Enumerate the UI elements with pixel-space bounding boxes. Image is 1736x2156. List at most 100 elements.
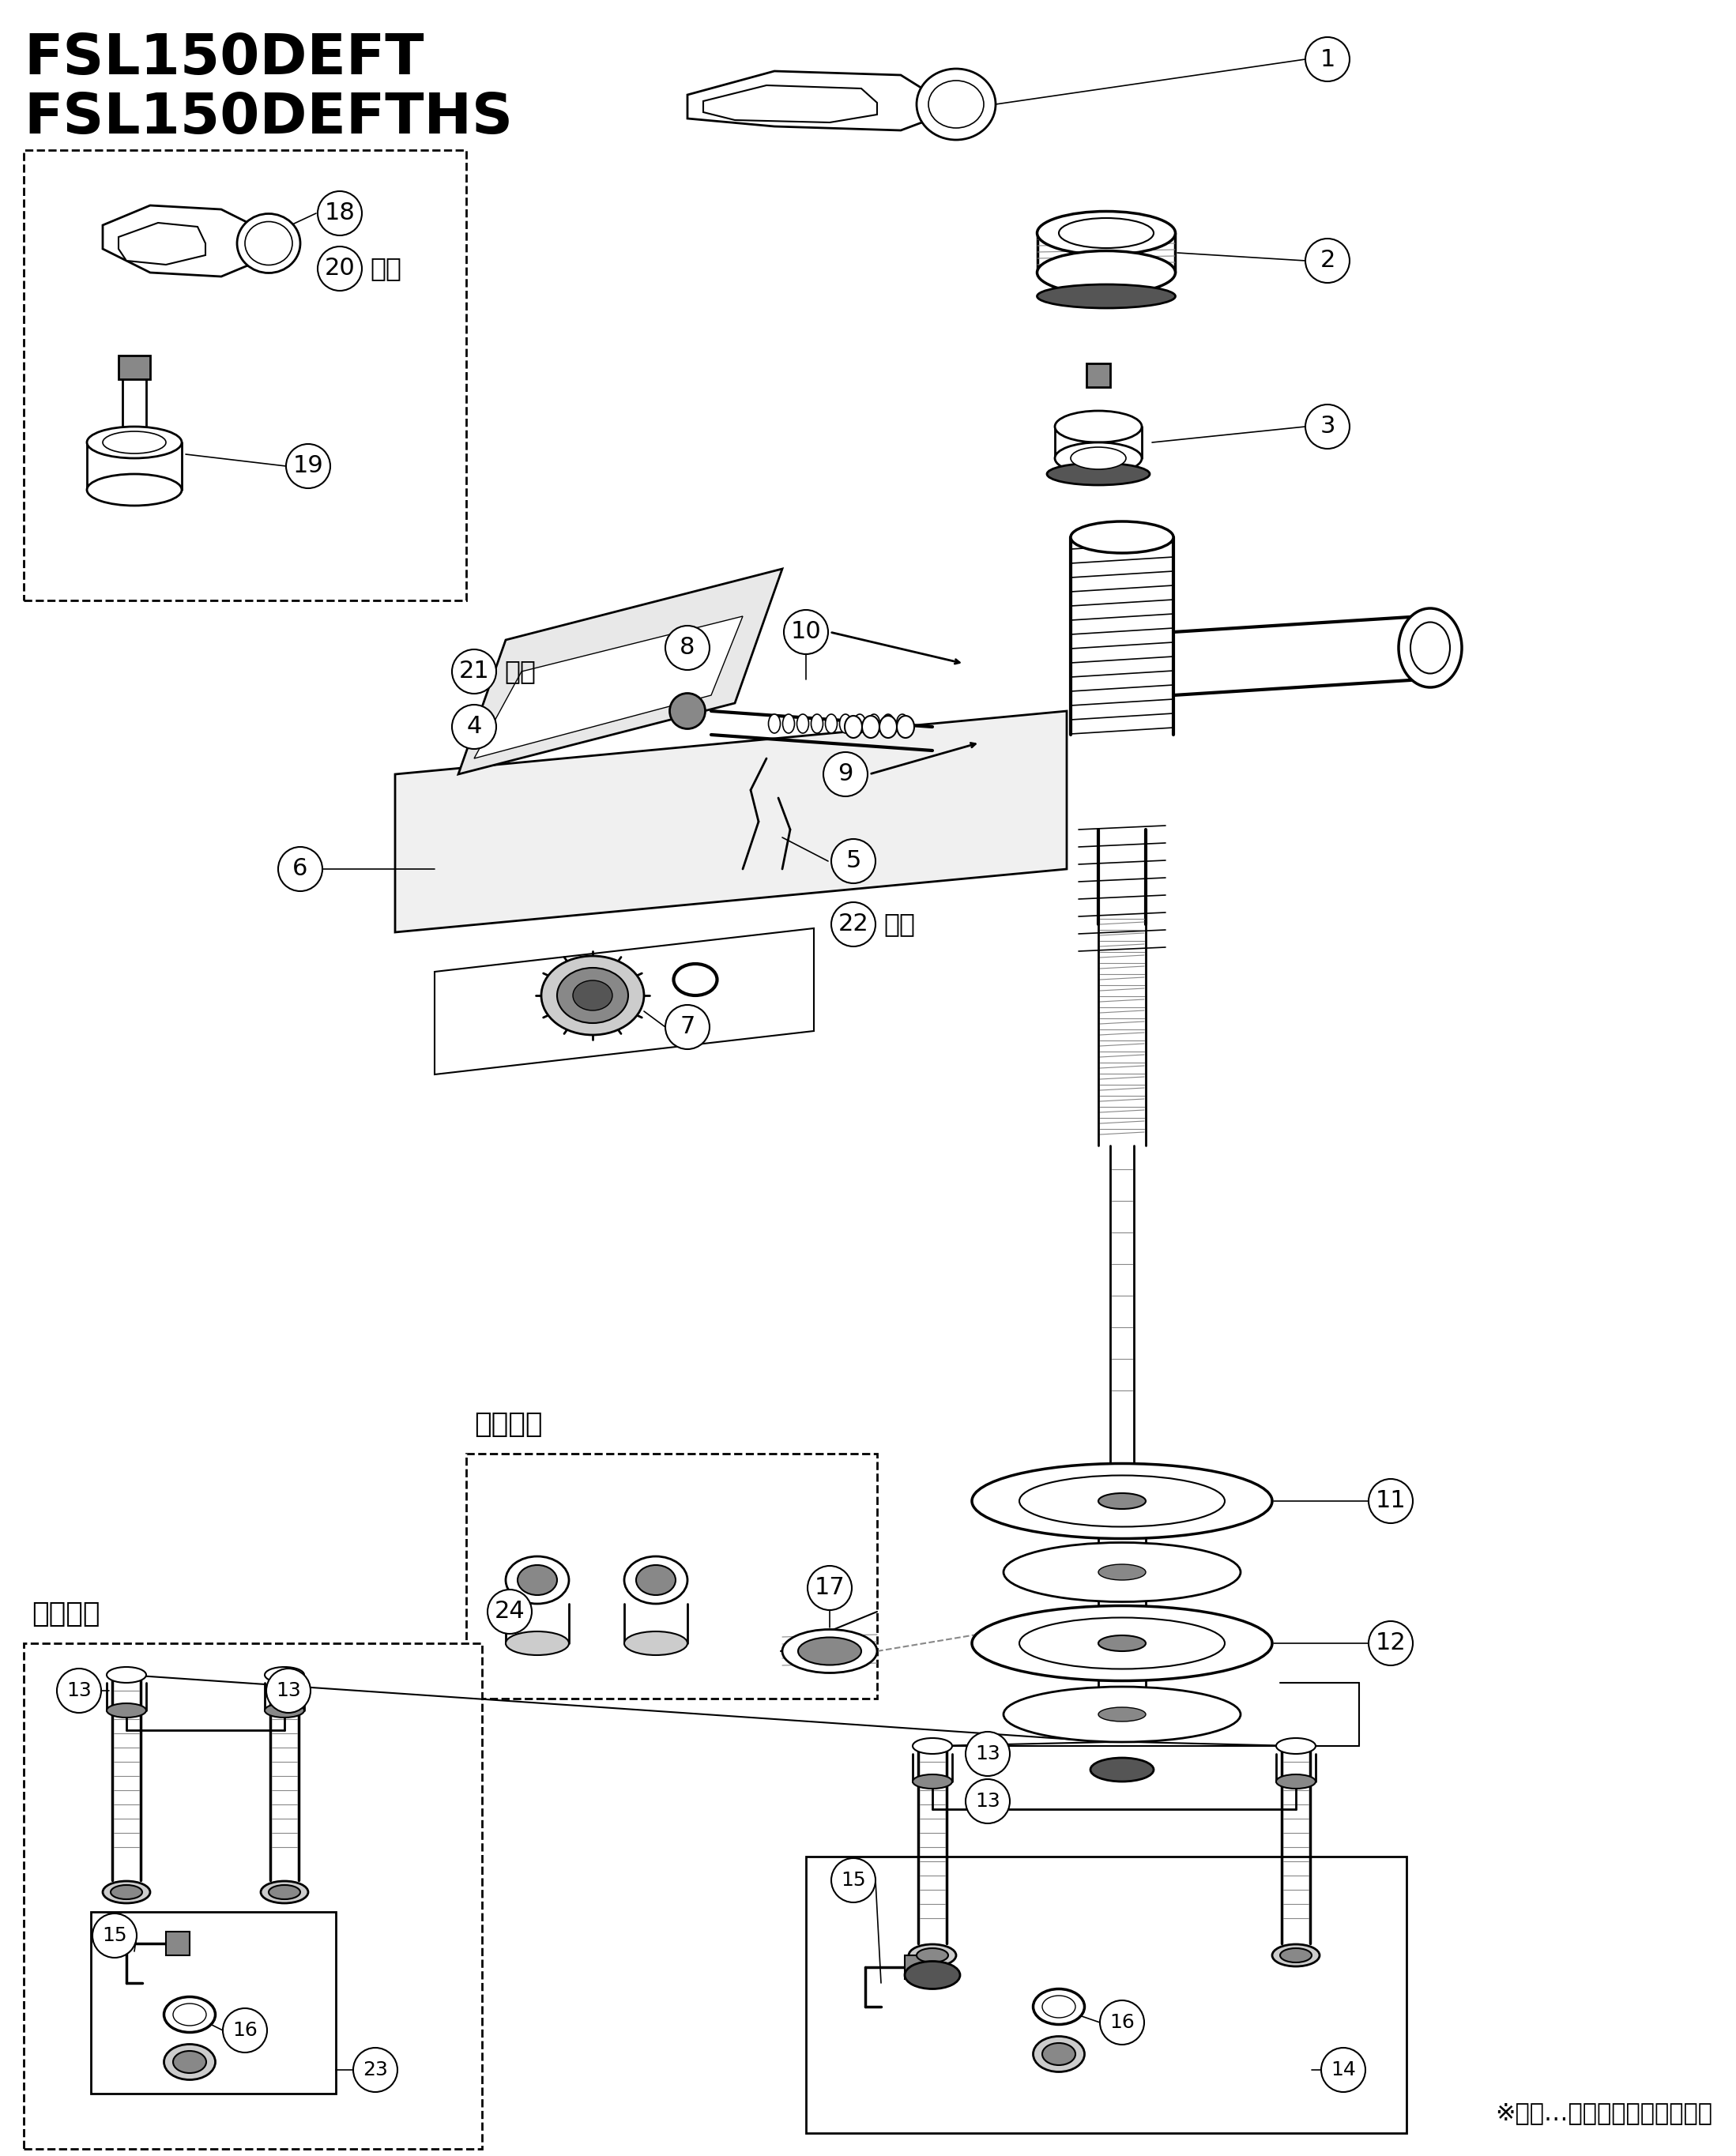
Circle shape bbox=[665, 625, 710, 671]
Circle shape bbox=[318, 192, 361, 235]
Circle shape bbox=[286, 444, 330, 487]
Text: 18: 18 bbox=[325, 203, 356, 224]
Ellipse shape bbox=[799, 1636, 861, 1664]
Ellipse shape bbox=[1090, 1757, 1154, 1781]
Ellipse shape bbox=[1399, 608, 1462, 688]
Circle shape bbox=[278, 847, 323, 890]
Ellipse shape bbox=[625, 1557, 687, 1604]
Ellipse shape bbox=[1055, 442, 1142, 474]
Circle shape bbox=[785, 610, 828, 653]
Circle shape bbox=[832, 901, 875, 946]
Text: 20: 20 bbox=[325, 257, 356, 280]
Circle shape bbox=[318, 246, 361, 291]
Text: 13: 13 bbox=[976, 1792, 1000, 1811]
Polygon shape bbox=[687, 71, 932, 129]
Ellipse shape bbox=[783, 1630, 877, 1673]
Bar bbox=[904, 1955, 929, 1979]
Ellipse shape bbox=[245, 222, 292, 265]
Ellipse shape bbox=[1019, 1617, 1226, 1669]
Text: 19: 19 bbox=[293, 455, 323, 479]
Ellipse shape bbox=[238, 213, 300, 274]
Text: 16: 16 bbox=[233, 2020, 257, 2040]
Text: 寲冷地用: 寲冷地用 bbox=[474, 1410, 542, 1438]
Text: 21: 21 bbox=[458, 660, 490, 683]
Ellipse shape bbox=[674, 964, 717, 996]
Ellipse shape bbox=[917, 1949, 948, 1962]
Text: 15: 15 bbox=[102, 1925, 127, 1945]
Ellipse shape bbox=[904, 1962, 960, 1988]
Ellipse shape bbox=[1099, 1565, 1146, 1580]
Ellipse shape bbox=[505, 1557, 569, 1604]
Bar bbox=[24, 151, 467, 599]
Circle shape bbox=[352, 2048, 398, 2091]
Circle shape bbox=[451, 649, 496, 694]
Text: 15: 15 bbox=[840, 1871, 866, 1891]
Polygon shape bbox=[102, 205, 269, 276]
Ellipse shape bbox=[845, 716, 863, 737]
Ellipse shape bbox=[868, 714, 880, 733]
Bar bbox=[467, 1453, 877, 1699]
Circle shape bbox=[832, 1858, 875, 1902]
Circle shape bbox=[965, 1779, 1010, 1824]
Text: 7: 7 bbox=[681, 1015, 694, 1039]
Text: 10: 10 bbox=[790, 621, 821, 642]
Ellipse shape bbox=[913, 1738, 951, 1753]
Text: 撥水: 撥水 bbox=[370, 257, 401, 282]
Ellipse shape bbox=[1099, 1708, 1146, 1720]
Text: 24: 24 bbox=[495, 1600, 524, 1623]
Ellipse shape bbox=[1003, 1542, 1241, 1602]
Text: 22: 22 bbox=[838, 912, 868, 936]
Ellipse shape bbox=[783, 714, 795, 733]
Ellipse shape bbox=[917, 69, 996, 140]
Ellipse shape bbox=[1099, 1494, 1146, 1509]
Circle shape bbox=[965, 1731, 1010, 1777]
Text: 12: 12 bbox=[1375, 1632, 1406, 1654]
Ellipse shape bbox=[1036, 285, 1175, 308]
Ellipse shape bbox=[929, 80, 984, 127]
Ellipse shape bbox=[811, 714, 823, 733]
Ellipse shape bbox=[972, 1464, 1272, 1539]
Text: 撥水: 撥水 bbox=[884, 912, 915, 938]
Ellipse shape bbox=[174, 2050, 207, 2074]
Circle shape bbox=[1305, 37, 1349, 82]
Polygon shape bbox=[118, 222, 205, 265]
Ellipse shape bbox=[1036, 211, 1175, 254]
Text: 9: 9 bbox=[838, 763, 852, 785]
Text: 13: 13 bbox=[976, 1744, 1000, 1764]
Ellipse shape bbox=[269, 1884, 300, 1899]
Circle shape bbox=[266, 1669, 311, 1712]
Ellipse shape bbox=[670, 694, 705, 729]
Text: 16: 16 bbox=[1109, 2014, 1135, 2031]
Ellipse shape bbox=[505, 1632, 569, 1656]
Polygon shape bbox=[434, 929, 814, 1074]
Ellipse shape bbox=[557, 968, 628, 1024]
Ellipse shape bbox=[840, 714, 851, 733]
Ellipse shape bbox=[102, 431, 167, 453]
Ellipse shape bbox=[1279, 1949, 1312, 1962]
Ellipse shape bbox=[264, 1703, 304, 1718]
Circle shape bbox=[488, 1589, 531, 1634]
Text: 寲冷地用: 寲冷地用 bbox=[31, 1600, 101, 1628]
Text: 17: 17 bbox=[814, 1576, 845, 1600]
Circle shape bbox=[1305, 239, 1349, 282]
Ellipse shape bbox=[769, 714, 779, 733]
Text: 4: 4 bbox=[467, 716, 483, 737]
Text: 13: 13 bbox=[66, 1682, 92, 1701]
Ellipse shape bbox=[1019, 1475, 1226, 1526]
Text: 撥水: 撥水 bbox=[503, 658, 536, 686]
Ellipse shape bbox=[102, 1880, 149, 1904]
Text: 1: 1 bbox=[1319, 47, 1335, 71]
Text: FSL150DEFT: FSL150DEFT bbox=[24, 32, 424, 86]
Ellipse shape bbox=[106, 1667, 146, 1684]
Ellipse shape bbox=[87, 474, 182, 507]
Ellipse shape bbox=[1099, 1636, 1146, 1651]
Circle shape bbox=[57, 1669, 101, 1712]
Polygon shape bbox=[458, 569, 783, 774]
Text: 8: 8 bbox=[681, 636, 694, 660]
Circle shape bbox=[807, 1565, 852, 1611]
Circle shape bbox=[665, 1005, 710, 1050]
Ellipse shape bbox=[896, 714, 908, 733]
Ellipse shape bbox=[264, 1667, 304, 1684]
Ellipse shape bbox=[825, 714, 837, 733]
Bar bbox=[118, 356, 149, 379]
